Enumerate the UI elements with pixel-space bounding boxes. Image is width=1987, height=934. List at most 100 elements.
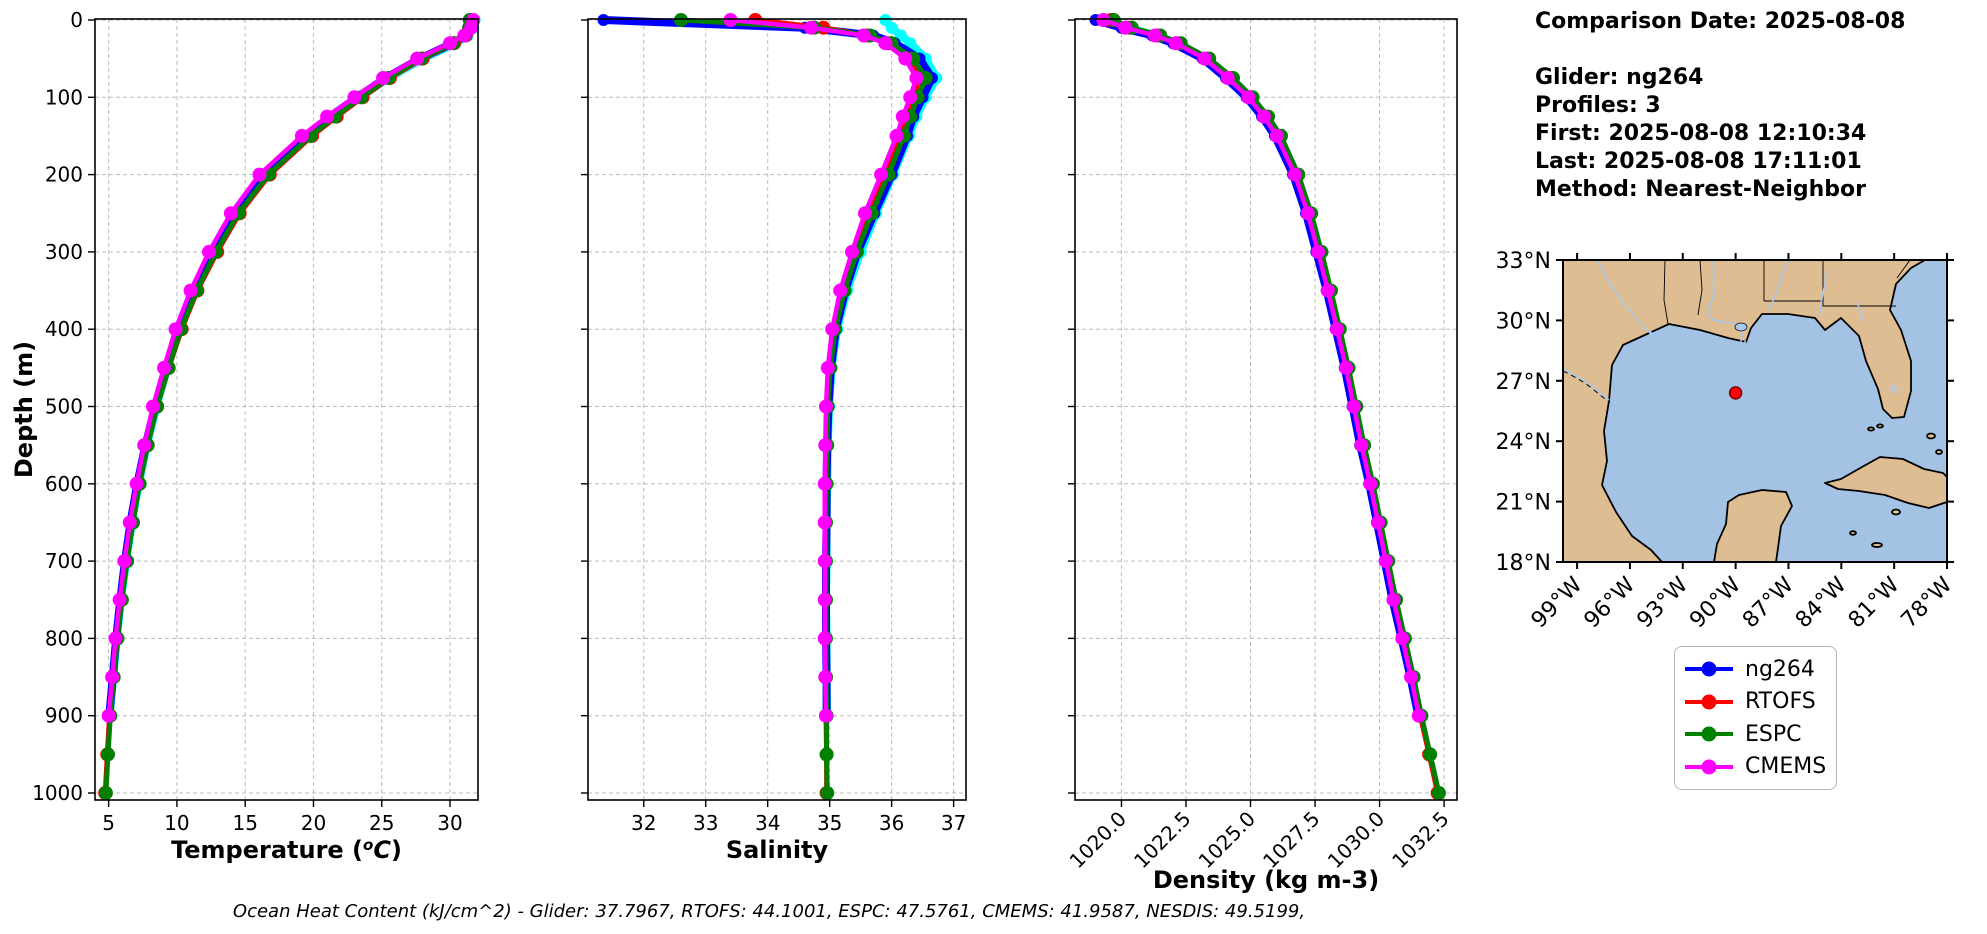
data-point — [252, 167, 267, 182]
gulf-map: 33°N 30°N 27°N 24°N 21°N 18°N99°W96°W93°W90°W… — [1496, 249, 1958, 633]
x-axis-label: Salinity — [726, 836, 829, 864]
series-CMEMS-markers — [101, 13, 481, 723]
x-axis-label: Density (kg m-3) — [1153, 866, 1379, 894]
y-tick-label: 300 — [45, 240, 83, 264]
legend-item-espc: ESPC — [1685, 719, 1826, 749]
data-point — [818, 438, 833, 453]
data-point — [674, 13, 688, 27]
legend-line-sample — [1685, 759, 1733, 775]
legend-label: CMEMS — [1745, 754, 1827, 780]
x-tick-label: 1030.0 — [1323, 807, 1389, 873]
data-point — [410, 51, 425, 66]
legend-label: RTOFS — [1745, 689, 1816, 715]
data-point — [1431, 786, 1446, 800]
data-point — [117, 554, 132, 569]
panel-spines — [587, 18, 967, 801]
map-island — [1871, 542, 1883, 548]
x-tick-label: 34 — [755, 811, 780, 835]
x-tick-label: 35 — [817, 811, 842, 835]
map-border-dashed — [1563, 370, 1610, 403]
data-point — [1404, 670, 1419, 685]
map-lat-label: 33°N — [1496, 249, 1551, 274]
y-axis-label: Depth (m) — [10, 341, 38, 478]
data-point — [804, 20, 819, 35]
data-point — [320, 109, 335, 124]
data-point — [1371, 515, 1385, 530]
map-island — [1849, 530, 1857, 536]
ocean-heat-content-text: Ocean Heat Content (kJ/cm^2) - Glider: 3… — [232, 901, 1306, 922]
map-lat-label: 30°N — [1496, 309, 1551, 334]
map-lon-label: 84°W — [1791, 572, 1852, 633]
legend-item-rtofs: RTOFS — [1685, 687, 1826, 717]
data-point — [878, 36, 893, 51]
map-land-cuba — [1824, 456, 1947, 509]
map-lon-label: 87°W — [1738, 572, 1799, 633]
x-tick-label: 1032.5 — [1387, 807, 1453, 873]
map-lat-label: 18°N — [1496, 551, 1551, 576]
x-tick-label: 25 — [369, 811, 394, 835]
panel-grid — [95, 19, 478, 800]
y-tick-label: 100 — [45, 85, 83, 109]
x-axis-label: Temperature (oC) — [171, 836, 402, 864]
data-point — [819, 399, 833, 414]
map-lat-label: 21°N — [1496, 491, 1551, 516]
data-point — [1096, 13, 1111, 27]
data-point — [1330, 322, 1344, 337]
data-point — [903, 90, 918, 105]
y-tick-label: 500 — [45, 395, 83, 419]
data-point — [1320, 283, 1335, 298]
data-point — [183, 283, 198, 298]
data-point — [98, 786, 113, 800]
data-point — [1168, 36, 1183, 51]
map-lon-label: 99°W — [1527, 572, 1588, 633]
data-point — [376, 71, 391, 85]
legend-marker-dot — [1701, 726, 1717, 742]
x-tick-label: 32 — [631, 811, 656, 835]
x-tick-label: 30 — [437, 811, 462, 835]
map-lon-label: 96°W — [1580, 572, 1641, 633]
data-point — [819, 747, 834, 762]
map-frame — [1562, 259, 1948, 563]
y-tick-label: 800 — [45, 626, 83, 650]
data-point — [898, 51, 913, 66]
data-point — [1423, 747, 1438, 762]
data-point — [137, 438, 152, 453]
map-land-north-america — [1563, 260, 1926, 562]
data-point — [1311, 244, 1326, 259]
data-point — [1287, 167, 1302, 182]
legend-marker-dot — [1701, 694, 1717, 710]
comparison-info-text: Comparison Date: 2025-08-08 Glider: ng26… — [1535, 9, 1906, 202]
glider-location-marker — [1728, 386, 1743, 400]
panel-salinity: 32 33 34 35 36 37 Salinity — [581, 13, 967, 864]
data-point — [820, 360, 835, 375]
data-point — [1411, 708, 1426, 723]
legend-marker-dot — [1701, 759, 1717, 775]
map-island — [1926, 432, 1936, 440]
data-point — [1256, 109, 1271, 124]
data-point — [1395, 631, 1410, 646]
legend-line-sample — [1685, 726, 1733, 742]
map-lake — [1734, 322, 1748, 332]
data-point — [819, 708, 833, 723]
data-point — [101, 708, 116, 723]
data-point — [858, 206, 872, 221]
data-point — [1220, 71, 1235, 85]
data-point — [1363, 476, 1378, 491]
data-point — [146, 399, 160, 414]
panel-temperature-c-: 5 10 15 20 25 3001002003004005006007008009001… — [10, 8, 481, 864]
data-point — [202, 244, 216, 259]
data-point — [101, 747, 115, 762]
x-tick-label: 1022.5 — [1129, 807, 1195, 873]
legend-item-ng264: ng264 — [1685, 654, 1826, 684]
x-tick-label: 1025.0 — [1194, 807, 1260, 873]
series-CMEMS-markers — [1096, 13, 1426, 723]
map-lat-label: 27°N — [1496, 370, 1551, 395]
map-lake — [1889, 384, 1899, 394]
data-point — [294, 128, 309, 143]
data-point — [856, 28, 871, 43]
data-point — [223, 206, 238, 221]
map-lon-label: 93°W — [1632, 572, 1693, 633]
data-point — [443, 36, 457, 51]
